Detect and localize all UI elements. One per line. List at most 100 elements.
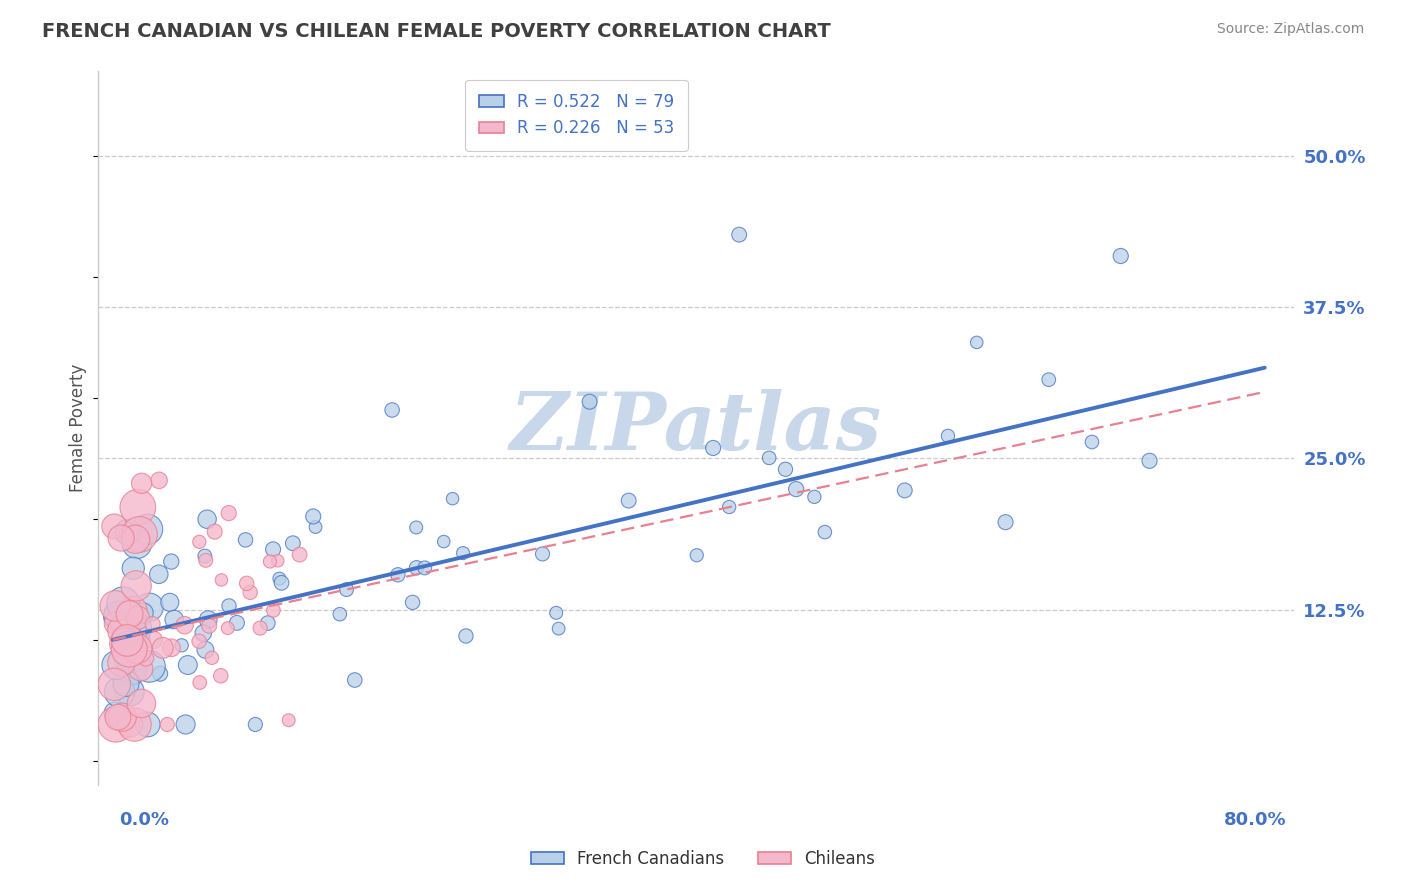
Point [177,658,200,673]
Point [132,606,155,620]
Point [451,546,474,560]
Point [775,462,797,476]
Point [114,636,136,650]
Point [235,533,257,547]
Point [104,706,127,720]
Point [108,685,131,699]
Point [405,520,427,534]
Text: FRENCH CANADIAN VS CHILEAN FEMALE POVERTY CORRELATION CHART: FRENCH CANADIAN VS CHILEAN FEMALE POVERT… [42,22,831,41]
Point [112,596,135,610]
Point [163,613,186,627]
Point [245,717,267,731]
Text: Source: ZipAtlas.com: Source: ZipAtlas.com [1216,22,1364,37]
Point [188,634,211,648]
Point [148,567,170,582]
Point [124,533,146,547]
Point [270,575,292,590]
Point [188,675,211,690]
Point [174,717,197,731]
Point [1038,373,1060,387]
Point [405,560,427,574]
Point [197,613,219,627]
Point [814,525,837,540]
Point [1109,249,1132,263]
Point [235,576,257,591]
Point [122,632,145,647]
Point [256,616,278,631]
Y-axis label: Female Poverty: Female Poverty [69,364,87,492]
Point [159,595,181,609]
Point [142,617,165,632]
Point [262,603,284,617]
Point [262,542,284,557]
Point [226,615,249,630]
Point [936,429,959,443]
Point [277,713,299,727]
Point [156,717,179,731]
Text: ZIPatlas: ZIPatlas [510,390,882,467]
Legend: R = 0.522   N = 79, R = 0.226   N = 53: R = 0.522 N = 79, R = 0.226 N = 53 [465,79,688,151]
Point [758,450,780,465]
Point [702,441,724,455]
Point [433,534,456,549]
Point [138,600,160,615]
Point [454,629,477,643]
Point [118,684,141,698]
Point [893,483,915,498]
Point [110,531,132,545]
Point [288,548,311,562]
Point [401,595,423,609]
Point [617,493,640,508]
Point [111,710,134,724]
Point [441,491,464,506]
Point [413,561,436,575]
Point [170,638,193,652]
Point [578,394,600,409]
Point [104,717,127,731]
Point [104,616,127,631]
Point [381,403,404,417]
Point [217,621,239,635]
Point [302,509,325,524]
Point [718,500,741,514]
Point [209,573,232,587]
Point [129,662,152,676]
Point [803,490,825,504]
Point [131,476,153,491]
Text: 0.0%: 0.0% [120,811,170,829]
Point [136,717,159,731]
Point [994,515,1017,529]
Point [112,624,135,638]
Point [343,673,366,687]
Point [546,606,568,620]
Point [104,599,127,613]
Point [194,553,217,567]
Point [728,227,751,242]
Point [160,640,183,655]
Point [547,622,569,636]
Point [194,549,217,563]
Text: 80.0%: 80.0% [1223,811,1286,829]
Point [124,621,146,635]
Point [531,547,554,561]
Point [136,522,159,536]
Point [209,669,232,683]
Point [125,579,148,593]
Point [218,506,240,520]
Point [239,585,262,599]
Point [304,520,326,534]
Legend: French Canadians, Chileans: French Canadians, Chileans [524,844,882,875]
Point [195,512,218,526]
Point [142,632,165,647]
Point [387,567,409,582]
Point [335,582,357,597]
Point [198,618,221,632]
Point [148,474,170,488]
Point [110,656,132,670]
Point [117,525,139,540]
Point [103,677,125,691]
Point [122,603,145,617]
Point [118,607,141,621]
Point [160,555,183,569]
Point [1081,435,1104,450]
